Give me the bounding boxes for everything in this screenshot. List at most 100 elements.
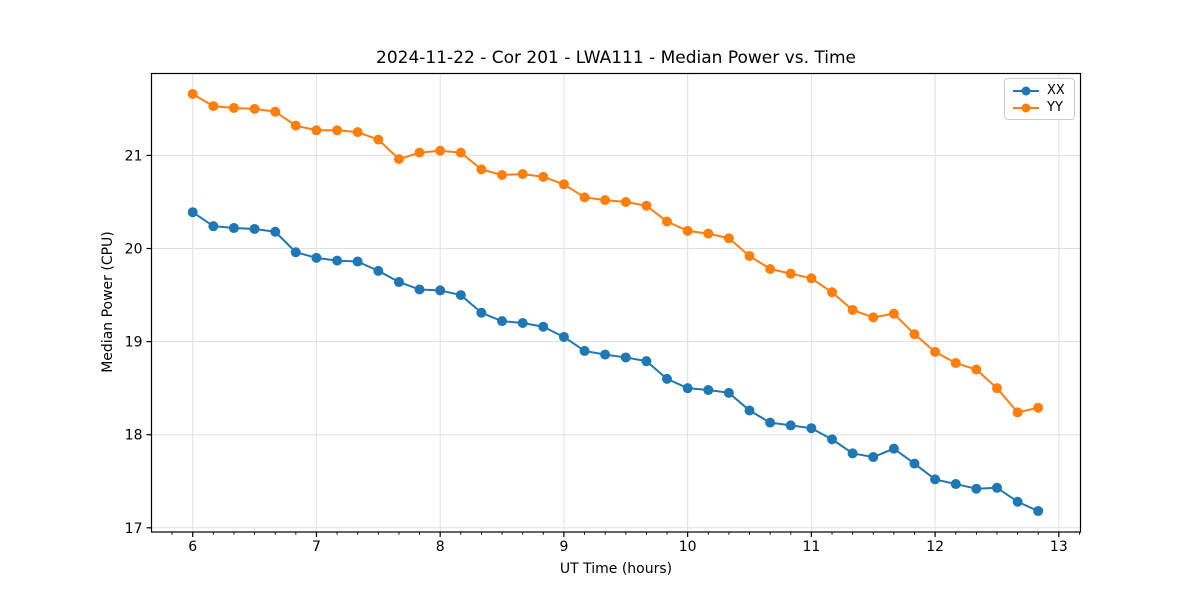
legend-item-xx: XX bbox=[1013, 82, 1066, 99]
y-tick-label: 21 bbox=[125, 148, 143, 164]
series-xx-point bbox=[682, 383, 693, 394]
series-xx-point bbox=[600, 349, 611, 360]
series-xx-point bbox=[703, 385, 714, 396]
series-xx-point bbox=[228, 223, 239, 234]
legend-item-yy: YY bbox=[1013, 99, 1066, 116]
series-xx-point bbox=[393, 277, 404, 288]
y-tick-label: 18 bbox=[125, 428, 143, 444]
series-xx-point bbox=[332, 255, 343, 266]
series-xx-point bbox=[661, 373, 672, 384]
plot-border bbox=[150, 72, 1082, 533]
series-yy-point bbox=[703, 228, 714, 239]
series-yy-point bbox=[373, 134, 384, 145]
series-yy-point bbox=[497, 169, 508, 180]
legend-marker-yy bbox=[1013, 102, 1039, 113]
series-yy-point bbox=[208, 101, 219, 112]
series-xx-point bbox=[455, 290, 466, 301]
series-yy-point bbox=[393, 154, 404, 165]
series-xx-point bbox=[641, 356, 652, 367]
series-yy-point bbox=[641, 200, 652, 211]
series-yy-point bbox=[806, 273, 817, 284]
series-xx-point bbox=[991, 482, 1002, 493]
series-xx-point bbox=[950, 479, 961, 490]
series-yy-point bbox=[228, 102, 239, 113]
series-yy-point bbox=[950, 358, 961, 369]
series-yy-point bbox=[661, 216, 672, 227]
series-yy-point bbox=[991, 383, 1002, 394]
legend-marker-xx bbox=[1013, 85, 1039, 96]
series-xx-point bbox=[827, 434, 838, 445]
series-xx-point bbox=[208, 221, 219, 232]
circle-marker-icon bbox=[1021, 103, 1031, 112]
series-xx-point bbox=[435, 285, 446, 296]
series-xx-point bbox=[888, 443, 899, 454]
series-xx-point bbox=[311, 252, 322, 263]
series-yy-point bbox=[290, 120, 301, 131]
series-yy-point bbox=[971, 364, 982, 375]
series-xx-point bbox=[270, 226, 281, 237]
series-yy-point bbox=[620, 196, 631, 207]
series-yy-point bbox=[1033, 402, 1044, 413]
series-xx-point bbox=[806, 423, 817, 434]
series-xx-point bbox=[868, 452, 879, 463]
series-yy-point bbox=[435, 145, 446, 156]
series-xx-point bbox=[765, 417, 776, 428]
series-xx-point bbox=[497, 316, 508, 327]
series-yy-point bbox=[765, 264, 776, 275]
series-xx-point bbox=[249, 223, 260, 234]
series-xx-point bbox=[579, 345, 590, 356]
series-yy-point bbox=[827, 287, 838, 298]
series-xx-point bbox=[290, 247, 301, 258]
series-xx-point bbox=[476, 307, 487, 318]
series-yy-point bbox=[682, 225, 693, 236]
series-yy-point bbox=[476, 164, 487, 175]
y-tick-label: 19 bbox=[125, 335, 143, 351]
series-xx-point bbox=[785, 420, 796, 431]
series-yy-point bbox=[1012, 407, 1023, 418]
x-tick-label: 8 bbox=[436, 539, 445, 555]
series-yy-point bbox=[888, 308, 899, 319]
series-xx-point bbox=[1012, 496, 1023, 507]
series-xx-point bbox=[744, 405, 755, 416]
series-yy-point bbox=[270, 106, 281, 117]
chart-title: 2024-11-22 - Cor 201 - LWA111 - Median P… bbox=[376, 48, 856, 68]
series-yy-point bbox=[249, 103, 260, 114]
x-tick-label: 13 bbox=[1050, 539, 1068, 555]
series-yy-point bbox=[311, 125, 322, 136]
y-tick-label: 17 bbox=[125, 521, 143, 537]
series-yy-point bbox=[744, 250, 755, 261]
series-xx-point bbox=[414, 284, 425, 295]
series-yy-point bbox=[847, 304, 858, 315]
legend-label: YY bbox=[1047, 100, 1063, 115]
series-xx-point bbox=[517, 317, 528, 328]
y-tick-label: 20 bbox=[125, 242, 143, 258]
x-tick-label: 6 bbox=[188, 539, 197, 555]
series-xx-point bbox=[558, 331, 569, 342]
legend-label: XX bbox=[1047, 83, 1065, 98]
series-yy-point bbox=[538, 171, 549, 182]
series-yy-point bbox=[909, 329, 920, 340]
series-xx-point bbox=[352, 256, 363, 267]
series-xx-point bbox=[538, 321, 549, 332]
series-xx-point bbox=[620, 352, 631, 363]
x-tick-label: 7 bbox=[312, 539, 321, 555]
series-xx-point bbox=[1033, 506, 1044, 517]
series-yy-point bbox=[579, 192, 590, 203]
y-axis-label: Median Power (CPU) bbox=[100, 231, 116, 373]
series-yy-point bbox=[930, 346, 941, 357]
series-xx-point bbox=[373, 265, 384, 276]
x-tick-label: 10 bbox=[679, 539, 697, 555]
series-xx-point bbox=[187, 207, 198, 218]
x-tick-label: 12 bbox=[926, 539, 944, 555]
legend: XX YY bbox=[1004, 78, 1075, 120]
x-tick-label: 11 bbox=[802, 539, 820, 555]
series-yy-point bbox=[187, 88, 198, 99]
series-yy-point bbox=[785, 268, 796, 279]
x-axis-label: UT Time (hours) bbox=[559, 561, 673, 577]
series-yy-line bbox=[192, 93, 1039, 414]
circle-marker-icon bbox=[1021, 86, 1031, 95]
series-xx-point bbox=[971, 483, 982, 494]
series-xx-point bbox=[723, 387, 734, 398]
